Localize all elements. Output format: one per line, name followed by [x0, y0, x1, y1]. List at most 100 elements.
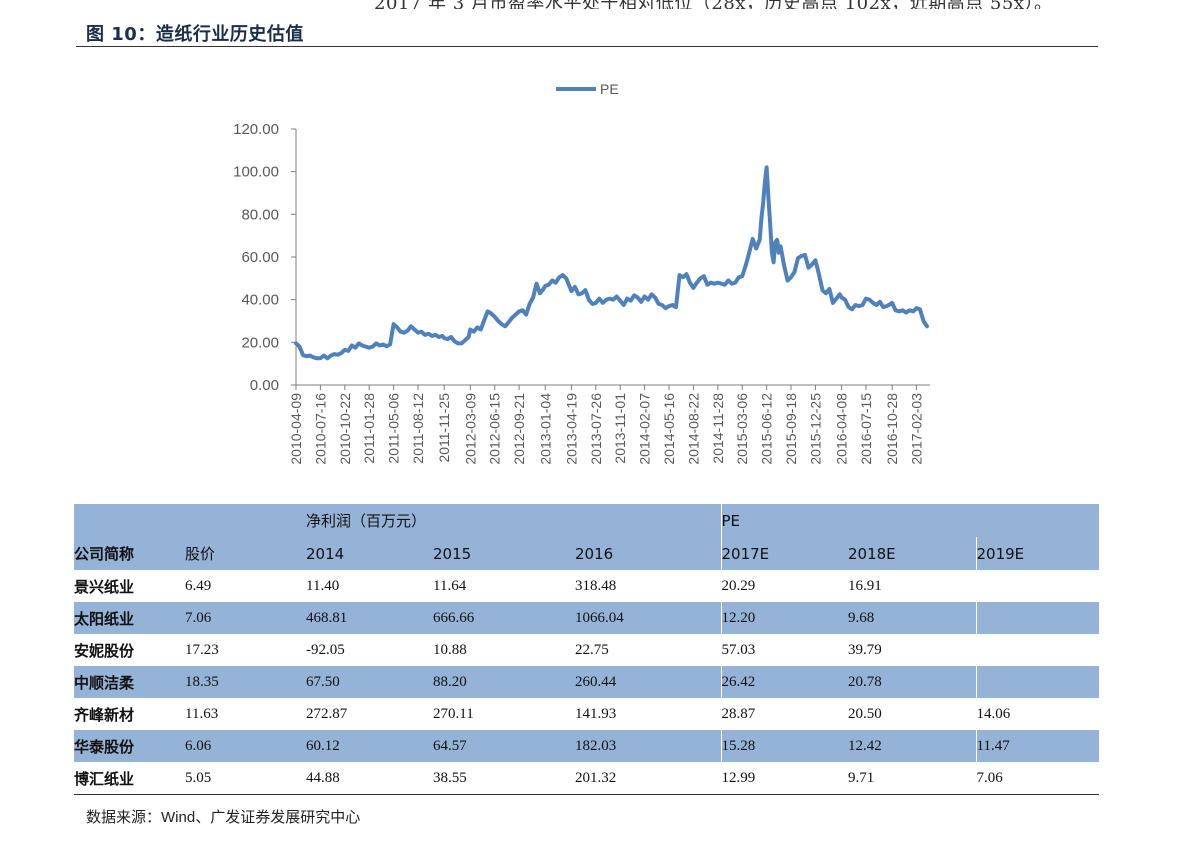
- col-header-2018e: 2018E: [848, 537, 976, 570]
- cell-pe-2019e: 14.06: [975, 698, 1099, 730]
- x-tick-label: 2013-01-04: [537, 393, 553, 465]
- cell-pe-2019e: [975, 634, 1099, 666]
- col-header-2015: 2015: [433, 537, 575, 570]
- x-tick-label: 2016-07-15: [858, 393, 874, 465]
- cell-profit-2015: 666.66: [433, 602, 575, 634]
- cell-company: 景兴纸业: [74, 577, 135, 596]
- table-row: 华泰股份 6.06 60.12 64.57 182.03 15.28 12.42 11.47: [74, 730, 1099, 762]
- col-header-2014: 2014: [306, 537, 433, 570]
- cell-pe-2018e: 39.79: [848, 641, 882, 658]
- cell-price: 6.06: [185, 730, 306, 762]
- data-source-note: 数据来源：Wind、广发证券发展研究中心: [86, 806, 360, 827]
- pe-group-header: PE: [720, 504, 1099, 537]
- table-column-header-row: 公司简称 股价 2014 2015 2016 2017E 2018E 2019E: [74, 537, 1099, 570]
- cell-pe-2017e: 26.42: [720, 666, 848, 698]
- cell-profit-2015: 64.57: [433, 730, 575, 762]
- cell-profit-2015: 10.88: [433, 641, 467, 658]
- table-body: 景兴纸业 6.49 11.40 11.64 318.48 20.29 16.91 太阳纸业 7.…: [74, 570, 1099, 795]
- x-tick-label: 2012-06-15: [487, 393, 503, 465]
- cell-profit-2016: 260.44: [575, 666, 721, 698]
- table-row: 安妮股份 17.23 -92.05 10.88 22.75 57.03 39.79: [74, 634, 1099, 666]
- cell-profit-2016: 182.03: [575, 730, 721, 762]
- y-tick-label: 20.00: [241, 334, 279, 351]
- source-wind: Wind: [161, 809, 196, 826]
- x-tick-label: 2014-08-22: [685, 393, 701, 465]
- pe-line-chart: 0.00 20.00 40.00 60.00 80.00 100.00 120.00 2010…: [233, 81, 930, 465]
- cell-profit-2015: 11.64: [433, 577, 467, 594]
- col-header-company: 公司简称: [74, 537, 185, 570]
- cell-pe-2019e: [975, 570, 1099, 602]
- x-tick-label: 2015-06-12: [759, 393, 775, 465]
- cell-profit-2016: 141.93: [575, 705, 617, 722]
- source-prefix: 数据来源：: [86, 808, 162, 826]
- x-tick-label: 2013-07-26: [588, 393, 604, 465]
- cell-price: 7.06: [185, 602, 306, 634]
- cell-pe-2017e: 57.03: [720, 634, 848, 666]
- cell-company: 安妮股份: [74, 641, 135, 660]
- valuation-table: 净利润（百万元） PE 公司简称 股价 2014 2015 2016 2017E…: [74, 504, 1099, 795]
- cell-price: 5.05: [185, 762, 306, 795]
- x-tick-label: 2016-04-08: [834, 393, 850, 465]
- cell-pe-2018e: 9.71: [848, 762, 976, 795]
- x-tick-label: 2013-04-19: [563, 393, 579, 465]
- cell-profit-2014: -92.05: [306, 641, 345, 658]
- cell-profit-2016: 201.32: [575, 762, 721, 795]
- x-tick-label: 2015-03-06: [734, 393, 750, 465]
- legend-label-pe: PE: [600, 81, 619, 97]
- col-header-price: 股价: [185, 537, 306, 570]
- cell-company: 华泰股份: [74, 730, 185, 762]
- col-header-2019e: 2019E: [975, 537, 1099, 570]
- x-tick-label: 2017-02-03: [909, 393, 925, 465]
- cell-profit-2014: 272.87: [306, 705, 348, 722]
- x-tick-label: 2014-02-07: [637, 393, 653, 465]
- cell-profit-2014: 60.12: [306, 730, 433, 762]
- y-tick-label: 80.00: [241, 206, 279, 223]
- x-tick-label: 2011-08-12: [410, 393, 426, 464]
- cell-profit-2014: 11.40: [306, 577, 340, 594]
- table-row: 博汇纸业 5.05 44.88 38.55 201.32 12.99 9.71 7.06: [74, 762, 1099, 795]
- table-row: 齐峰新材 11.63 272.87 270.11 141.93 28.87 20.50 14.…: [74, 698, 1099, 730]
- series-line-pe: [294, 165, 929, 361]
- cell-pe-2018e: 20.50: [848, 705, 882, 722]
- figure-title-rule: [76, 46, 1098, 47]
- net-profit-group-header: 净利润（百万元）: [306, 504, 721, 537]
- x-tick-label: 2011-01-28: [361, 393, 377, 464]
- cell-profit-2016: 318.48: [575, 577, 617, 594]
- cell-pe-2019e: 11.47: [975, 730, 1099, 762]
- cell-pe-2019e: [975, 666, 1099, 698]
- valuation-table-container: 净利润（百万元） PE 公司简称 股价 2014 2015 2016 2017E…: [74, 504, 1099, 795]
- cell-pe-2018e: 16.91: [848, 577, 882, 594]
- cell-pe-2017e: 12.99: [720, 762, 848, 795]
- cell-company: 齐峰新材: [74, 705, 135, 724]
- cell-pe-2017e: 15.28: [720, 730, 848, 762]
- table-row: 景兴纸业 6.49 11.40 11.64 318.48 20.29 16.91: [74, 570, 1099, 602]
- cell-company: 太阳纸业: [74, 602, 185, 634]
- x-tick-label: 2015-09-18: [783, 393, 799, 465]
- cell-profit-2015: 88.20: [433, 666, 575, 698]
- x-tick-label: 2010-10-22: [337, 393, 353, 465]
- cell-pe-2018e: 9.68: [848, 602, 976, 634]
- cell-pe-2017e: 28.87: [720, 698, 848, 730]
- cell-company: 博汇纸业: [74, 762, 185, 795]
- x-tick-label: 2011-05-06: [386, 393, 402, 464]
- x-tick-label: 2015-12-25: [807, 393, 823, 465]
- cell-profit-2015: 38.55: [433, 762, 575, 795]
- y-tick-label: 40.00: [241, 292, 279, 309]
- cell-pe-2018e: 20.78: [848, 666, 976, 698]
- x-tick-label: 2014-11-28: [710, 393, 726, 464]
- table-group-header-row: 净利润（百万元） PE: [74, 504, 1099, 537]
- cell-pe-2018e: 12.42: [848, 730, 976, 762]
- cell-company: 中顺洁柔: [74, 666, 185, 698]
- table-row: 太阳纸业 7.06 468.81 666.66 1066.04 12.20 9.68: [74, 602, 1099, 634]
- x-tick-label: 2016-10-28: [884, 393, 900, 465]
- cell-pe-2017e: 20.29: [720, 570, 848, 602]
- x-tick-label: 2010-04-09: [288, 393, 304, 465]
- cell-profit-2015: 270.11: [433, 705, 474, 722]
- x-tick-label: 2014-05-16: [661, 393, 677, 465]
- cell-price: 17.23: [185, 641, 219, 658]
- cell-pe-2019e: 7.06: [975, 762, 1099, 795]
- cell-price: 18.35: [185, 666, 306, 698]
- cell-profit-2014: 44.88: [306, 762, 433, 795]
- x-tick-label: 2012-03-09: [462, 393, 478, 465]
- x-tick-label: 2011-11-25: [436, 393, 452, 463]
